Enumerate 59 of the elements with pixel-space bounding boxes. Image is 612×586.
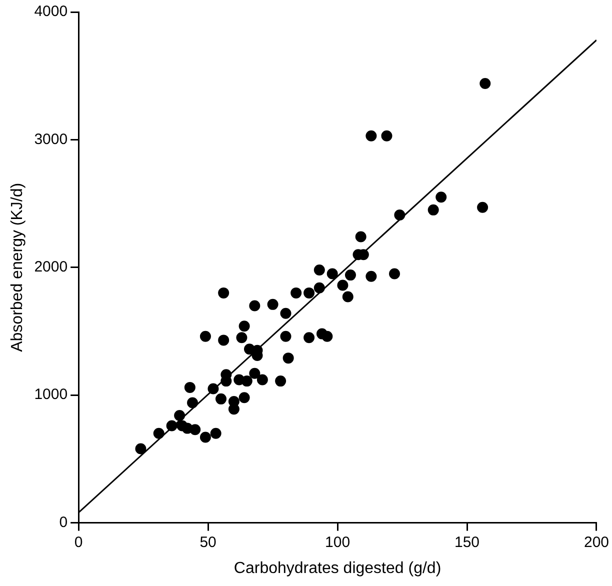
point — [280, 330, 292, 342]
point — [280, 308, 292, 319]
point — [200, 330, 211, 342]
point — [187, 397, 198, 408]
y-tick-label: 3000 — [34, 130, 68, 148]
point — [428, 204, 439, 216]
point — [314, 264, 325, 276]
point — [344, 270, 356, 281]
point — [218, 334, 230, 346]
y-tick-label: 4000 — [34, 3, 68, 20]
point — [166, 420, 178, 432]
point — [477, 202, 488, 213]
point — [322, 330, 333, 342]
point — [337, 280, 348, 291]
point — [153, 428, 164, 439]
point — [366, 130, 377, 142]
point — [256, 374, 268, 386]
point — [184, 382, 196, 393]
point — [238, 392, 250, 404]
y-tick-label: 2000 — [34, 258, 68, 276]
point — [267, 298, 278, 310]
point — [355, 231, 366, 242]
x-tick-label: 100 — [325, 534, 350, 551]
point — [249, 300, 260, 312]
point — [282, 352, 294, 364]
point — [290, 287, 302, 298]
x-axis-title: Carbohydrates digested (g/d) — [234, 560, 442, 577]
point — [275, 376, 286, 387]
point — [381, 130, 392, 142]
x-tick-label: 50 — [200, 534, 216, 551]
point — [436, 192, 447, 203]
x-tick-label: 0 — [74, 534, 83, 551]
point — [174, 410, 186, 422]
point — [190, 424, 201, 436]
x-tick-label: 150 — [454, 534, 480, 551]
point — [241, 376, 252, 387]
point — [208, 383, 219, 394]
point — [200, 432, 211, 443]
point — [135, 443, 146, 454]
point — [249, 368, 260, 379]
point — [210, 428, 222, 439]
point — [366, 270, 377, 282]
y-axis-title: Absorbed energy (KJ/d) — [9, 182, 26, 352]
point — [389, 268, 400, 280]
point — [238, 320, 250, 332]
point — [326, 268, 338, 280]
point — [215, 393, 226, 404]
point — [480, 78, 491, 90]
point — [236, 332, 248, 344]
point — [218, 287, 230, 298]
point — [228, 404, 240, 415]
point — [394, 210, 406, 221]
y-tick-label: 1000 — [34, 386, 68, 404]
point — [304, 287, 315, 298]
y-tick-label: 0 — [59, 514, 68, 531]
x-tick-label: 200 — [584, 534, 609, 551]
point — [342, 291, 354, 302]
point — [314, 282, 325, 294]
point — [304, 332, 315, 344]
